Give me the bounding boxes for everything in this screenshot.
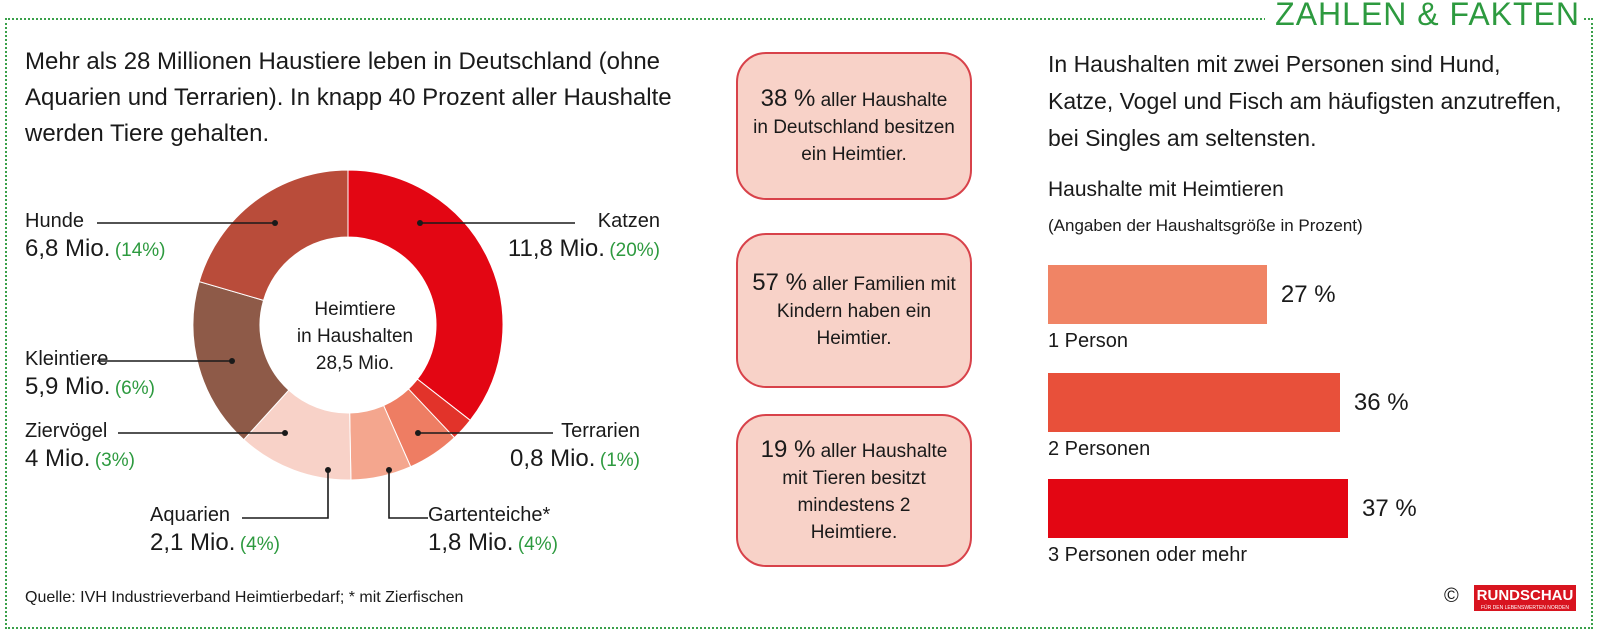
slice-value: 1,8 Mio. [428,529,514,556]
slice-pct: (4%) [239,534,280,555]
bar-value-label: 27 % [1280,281,1336,308]
fact-pct: 38 % [760,84,816,112]
fact-text: aller Haushalte mit Tieren besitzt minde… [782,440,948,543]
slice-value: 2,1 Mio. [150,529,236,556]
slice-value: 4 Mio. [25,445,91,472]
fact-box-2: 57 % aller Familien mit Kindern haben ei… [736,233,972,388]
slice-name: Hunde [25,210,84,232]
source-note: Quelle: IVH Industrieverband Heimtierbed… [25,589,464,606]
bar-chart-title: Haushalte mit Heimtieren [1048,178,1284,201]
bar-1-person [1048,265,1267,324]
label-katzen: Katzen 11,8 Mio. (20%) [508,210,660,263]
bar-2-personen [1048,373,1340,432]
bar-chart-subtitle: (Angaben der Haushaltsgröße in Prozent) [1048,216,1363,235]
label-terrarien: Terrarien 0,8 Mio. (1%) [510,420,640,473]
center-line-3: 28,5 Mio. [315,353,395,374]
rundschau-logo: RUNDSCHAU FÜR DEN LEBENSWERTEN NORDEN [1474,585,1576,611]
bar-category-label: 3 Personen oder mehr [1048,544,1248,566]
slice-pct: (6%) [114,378,155,399]
leader-dots [229,220,423,473]
slice-name: Terrarien [561,420,640,442]
copyright-sign: © [1444,585,1459,607]
slice-pct: (14%) [114,240,166,261]
logo-name: RUNDSCHAU [1476,587,1574,604]
slice-pct: (1%) [599,450,640,471]
slice-name: Ziervögel [25,420,108,442]
brand-title: ZAHLEN & FAKTEN [1265,0,1584,33]
label-aquarien: Aquarien 2,1 Mio. (4%) [150,504,280,557]
slice-pct: (4%) [517,534,558,555]
bar-value-label: 37 % [1362,495,1417,522]
center-line-2: in Haushalten [296,326,414,347]
slice-name: Kleintiere [25,348,109,370]
donut-slice-hunde [198,169,349,301]
center-line-1: Heimtiere [314,299,396,320]
slice-value: 5,9 Mio. [25,373,111,400]
label-ziervoegel: Ziervögel 4 Mio. (3%) [25,420,135,473]
slice-name: Katzen [597,210,660,232]
logo-tagline: FÜR DEN LEBENSWERTEN NORDEN [1481,605,1569,611]
slice-pct: (20%) [609,240,660,261]
donut-slice-katzen [347,169,504,422]
fact-pct: 57 % [752,269,807,296]
label-hunde: Hunde 6,8 Mio. (14%) [25,210,166,263]
bar-category-label: 2 Personen [1048,438,1151,460]
fact-box-1: 38 % aller Haushalte in Deutschland besi… [736,52,972,200]
fact-text: aller Haushalte in Deutschland besitzen … [753,89,955,165]
slice-name: Gartenteiche* [428,504,551,526]
slice-value: 0,8 Mio. [510,445,596,472]
label-gartenteiche: Gartenteiche* 1,8 Mio. (4%) [428,504,558,557]
leader-aquarien [242,470,329,519]
bar-category-label: 1 Person [1048,330,1129,352]
fact-box-3: 19 % aller Haushalte mit Tieren besitzt … [736,414,972,567]
right-summary-text: In Haushalten mit zwei Personen sind Hun… [1048,51,1562,151]
fact-text: aller Familien mit Kindern haben ein Hei… [776,274,956,349]
fact-pct: 19 % [760,435,816,463]
intro-text: Mehr als 28 Millionen Haustiere leben in… [25,48,672,147]
donut-center-label: Heimtiere in Haushalten 28,5 Mio. [255,296,455,377]
label-kleintiere: Kleintiere 5,9 Mio. (6%) [25,348,155,401]
bar-value-label: 36 % [1353,389,1409,416]
slice-value: 6,8 Mio. [25,235,111,262]
slice-value: 11,8 Mio. [507,235,605,262]
bar-3-personen [1048,479,1348,538]
slice-name: Aquarien [150,504,231,526]
leader-gartenteiche [388,470,428,519]
slice-pct: (3%) [94,450,135,471]
infographic-frame [5,18,1593,629]
